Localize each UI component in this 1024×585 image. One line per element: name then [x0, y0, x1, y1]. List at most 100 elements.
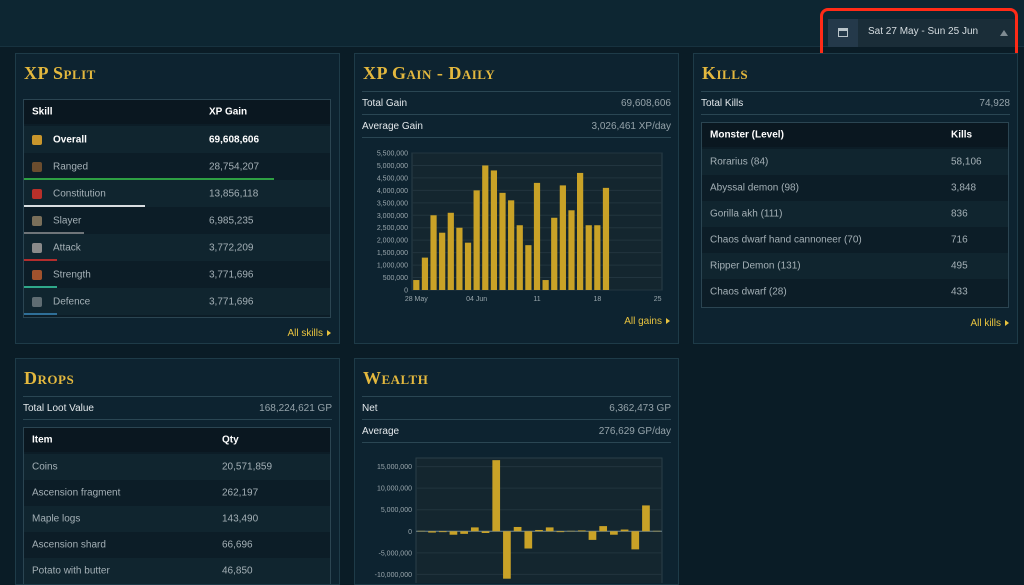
bar	[447, 212, 454, 290]
bar	[499, 192, 506, 290]
bar	[430, 215, 437, 290]
stat-label: Total Kills	[701, 98, 744, 109]
cell: 58,106	[951, 156, 982, 168]
date-range: Sat 27 May - Sun 25 Jun	[868, 26, 979, 37]
bar	[525, 245, 532, 290]
table-row: Maple logs 143,490	[24, 506, 330, 532]
link-arrow	[1005, 320, 1009, 326]
stat-row: Total Kills 74,928	[701, 91, 1010, 115]
bar	[482, 165, 489, 290]
cell: 3,772,209	[209, 242, 254, 253]
x-tick-label: 25	[654, 296, 662, 303]
bar	[473, 190, 480, 290]
progress-line	[24, 286, 57, 288]
column-header: Qty	[222, 434, 239, 446]
cell: 3,771,696	[209, 296, 254, 307]
y-tick-label: 5,500,000	[377, 151, 408, 158]
progress-line	[24, 259, 57, 261]
x-tick-label: 28 May	[405, 296, 428, 303]
table-row: Defence 3,771,696	[24, 288, 330, 315]
wealth-panel: Wealth Net 6,362,473 GP Average 276,629 GP/d…	[354, 358, 679, 585]
cell: Strength	[53, 269, 91, 280]
table-row: Overall 69,608,606	[24, 126, 330, 153]
cell: 6,985,235	[209, 215, 254, 226]
link[interactable]: All kills	[970, 318, 1009, 329]
skill-icon	[32, 134, 42, 145]
table-header: Item Qty	[24, 428, 330, 452]
y-tick-label: 500,000	[383, 275, 408, 282]
cell: 46,850	[222, 565, 253, 577]
table-header: Skill XP Gain	[24, 100, 330, 124]
xp-gain-daily-panel: XP Gain - Daily Total Gain 69,608,606 Avera…	[354, 53, 679, 344]
stat-value: 69,608,606	[620, 98, 671, 109]
progress-line	[24, 232, 84, 234]
cell: 262,197	[222, 487, 259, 499]
table-header: Monster (Level) Kills	[702, 123, 1008, 147]
table: Skill XP Gain Overall 69,608,606 Ranged 28,75…	[23, 99, 331, 318]
bar	[470, 527, 479, 532]
bar	[588, 531, 597, 540]
table-row: Gorilla akh (111) 836	[702, 201, 1008, 227]
bar	[413, 280, 420, 290]
panel-title: Wealth	[363, 368, 429, 388]
bar	[577, 172, 584, 290]
table-row: Rorarius (84) 58,106	[702, 149, 1008, 175]
bar	[513, 526, 522, 532]
bar	[490, 170, 497, 290]
bar	[577, 530, 586, 532]
y-tick-label: 5,000,000	[377, 163, 408, 170]
y-tick-label: 10,000,000	[377, 486, 412, 493]
stat-row: Average 276,629 GP/day	[362, 419, 671, 443]
panel-title: Drops	[24, 368, 75, 388]
divider	[362, 137, 671, 138]
stat-row: Net 6,362,473 GP	[362, 396, 671, 420]
date-picker[interactable]: Sat 27 May - Sun 25 Jun	[828, 19, 1015, 47]
bar	[449, 531, 458, 535]
bar	[631, 531, 640, 550]
bar	[551, 217, 558, 290]
table-row: Constitution 13,856,118	[24, 180, 330, 207]
bar	[524, 531, 533, 549]
table-row: Strength 3,771,696	[24, 261, 330, 288]
table-row: Abyssal demon (98) 3,848	[702, 175, 1008, 201]
cell: 3,771,696	[209, 269, 254, 280]
x-tick-label: 04 Jun	[466, 296, 487, 303]
cell: Constitution	[53, 188, 106, 199]
bar	[642, 505, 650, 532]
y-tick-label: 3,500,000	[377, 200, 408, 207]
bar	[559, 185, 566, 290]
skill-icon	[32, 161, 42, 172]
table-row: Ripper Demon (131) 495	[702, 253, 1008, 279]
skill-icon	[32, 215, 42, 226]
column-header: Kills	[951, 129, 973, 141]
cell: 143,490	[222, 513, 259, 525]
chart: 0 500,000 1,000,000 1,500,000 2,000,000 2,500…	[377, 151, 663, 303]
y-tick-label: 1,000,000	[377, 263, 408, 270]
cell: Ascension shard	[32, 539, 106, 551]
link[interactable]: All gains	[624, 316, 670, 327]
stat-label: Average Gain	[362, 121, 423, 132]
bar	[542, 280, 549, 290]
divider	[23, 419, 332, 420]
calendar-icon	[828, 19, 858, 47]
y-tick-label: 4,000,000	[377, 188, 408, 195]
plot-area	[415, 457, 663, 583]
cell: Overall	[53, 134, 87, 145]
link[interactable]: All skills	[287, 328, 331, 339]
dropdown-arrow	[1000, 30, 1008, 36]
column-header: Item	[32, 434, 53, 446]
kills-panel: Kills Total Kills 74,928 Monster (Level) Kil…	[693, 53, 1018, 344]
bar	[439, 232, 446, 290]
bar	[533, 182, 541, 290]
cell: 3,848	[951, 182, 977, 194]
cell: Maple logs	[32, 513, 81, 525]
stat-value: 6,362,473 GP	[609, 403, 671, 414]
bar	[421, 257, 429, 290]
bar	[620, 529, 629, 532]
link-arrow	[327, 330, 331, 336]
bar	[535, 529, 543, 532]
panel-title: XP Split	[24, 63, 96, 83]
cell: Coins	[32, 461, 58, 473]
bar	[503, 531, 511, 579]
progress-line	[24, 205, 145, 207]
